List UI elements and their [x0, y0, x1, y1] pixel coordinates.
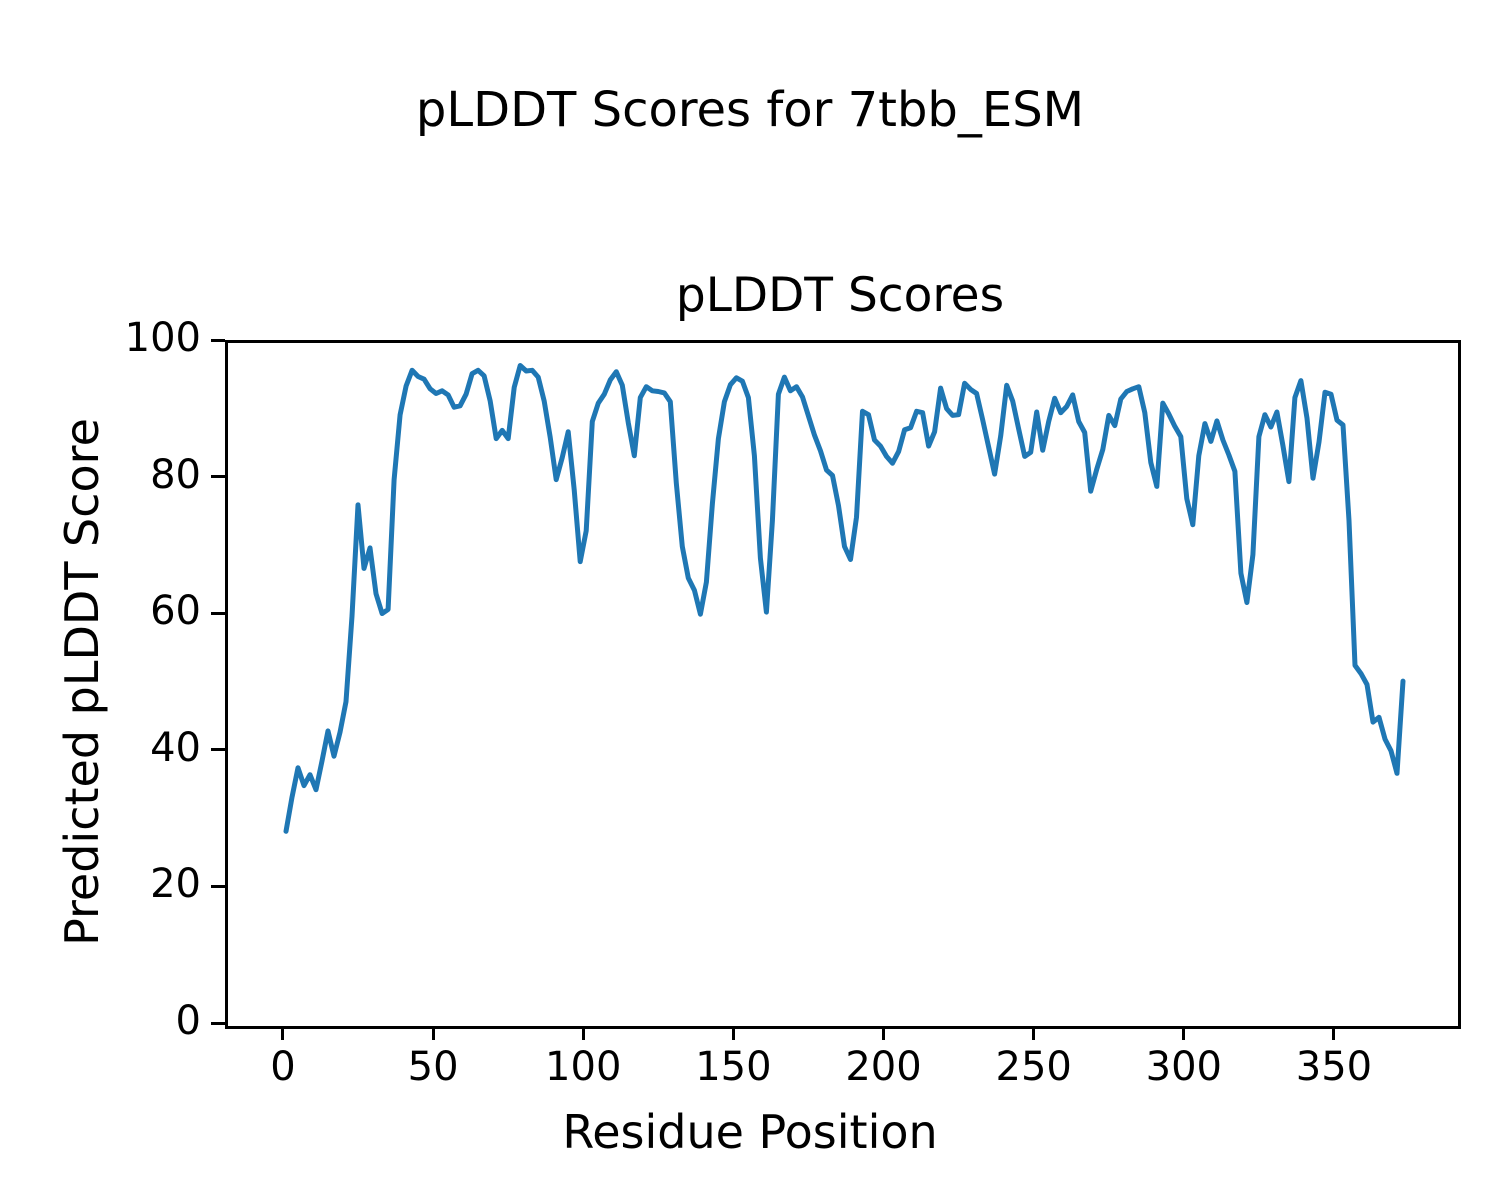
- figure-title: pLDDT Scores for 7tbb_ESM: [415, 82, 1085, 138]
- x-tick-mark-300: [1182, 1026, 1186, 1040]
- y-tick-label-0: 0: [175, 998, 201, 1044]
- y-tick-mark-0: [211, 1021, 225, 1025]
- y-tick-mark-80: [211, 475, 225, 479]
- x-tick-label-0: 0: [270, 1044, 296, 1090]
- pLDDT-line: [283, 363, 1406, 834]
- x-tick-label-300: 300: [1145, 1044, 1222, 1090]
- x-tick-mark-50: [431, 1026, 435, 1040]
- x-tick-mark-100: [581, 1026, 585, 1040]
- y-tick-label-40: 40: [150, 724, 201, 771]
- x-tick-label-200: 200: [845, 1044, 922, 1090]
- x-tick-mark-350: [1332, 1026, 1336, 1040]
- y-tick-mark-60: [211, 611, 225, 615]
- y-tick-mark-100: [211, 338, 225, 342]
- x-tick-mark-150: [731, 1026, 735, 1040]
- plot-canvas: [283, 363, 1406, 834]
- x-tick-label-250: 250: [995, 1044, 1072, 1090]
- x-tick-label-350: 350: [1295, 1044, 1373, 1090]
- y-tick-mark-20: [211, 884, 225, 888]
- x-tick-mark-250: [1032, 1026, 1036, 1040]
- y-tick-label-20: 20: [150, 861, 201, 908]
- y-tick-label-80: 80: [150, 451, 201, 498]
- plot-area: [225, 340, 1461, 1029]
- x-tick-mark-200: [882, 1026, 886, 1040]
- x-axis-label: Residue Position: [562, 1105, 938, 1159]
- x-tick-mark-0: [281, 1026, 285, 1040]
- y-axis-label-box: Predicted pLDDT Score: [36, 340, 128, 1023]
- y-tick-label-60: 60: [150, 588, 201, 635]
- x-tick-label-50: 50: [407, 1044, 459, 1090]
- axes-title: pLDDT Scores: [675, 268, 1005, 323]
- y-tick-mark-40: [211, 748, 225, 752]
- y-tick-label-100: 100: [124, 315, 201, 361]
- x-tick-label-150: 150: [695, 1044, 772, 1090]
- x-tick-label-100: 100: [545, 1044, 622, 1090]
